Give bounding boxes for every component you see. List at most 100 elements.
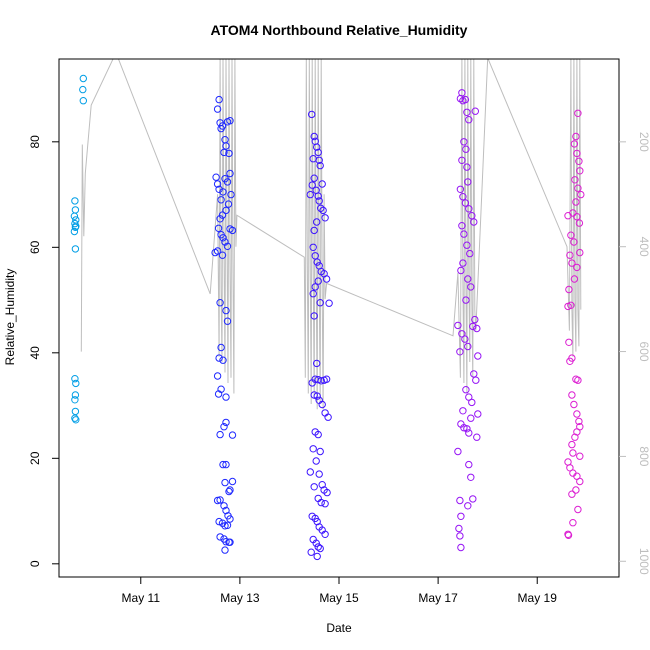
data-point bbox=[310, 483, 318, 491]
data-point bbox=[576, 167, 584, 175]
data-point bbox=[228, 431, 237, 439]
data-point bbox=[575, 417, 583, 426]
data-point bbox=[312, 457, 320, 465]
data-point bbox=[306, 468, 314, 476]
secondary-series-line bbox=[80, 59, 582, 410]
data-point bbox=[317, 204, 325, 213]
data-point bbox=[564, 212, 572, 220]
data-point bbox=[71, 396, 79, 404]
data-point bbox=[313, 143, 321, 151]
data-point bbox=[458, 156, 466, 165]
data-point bbox=[211, 248, 219, 257]
data-point bbox=[216, 215, 224, 223]
data-point bbox=[566, 251, 574, 259]
y2-tick-label: 800 bbox=[637, 446, 650, 466]
data-point bbox=[467, 283, 475, 291]
data-point bbox=[222, 142, 230, 150]
data-point bbox=[575, 157, 583, 166]
data-point bbox=[564, 530, 572, 538]
data-point bbox=[318, 481, 326, 489]
data-point bbox=[576, 477, 584, 486]
data-point bbox=[321, 500, 329, 508]
data-point bbox=[474, 352, 482, 360]
data-point bbox=[222, 460, 230, 469]
data-point bbox=[573, 410, 581, 418]
data-point bbox=[456, 348, 464, 356]
data-point bbox=[456, 496, 464, 505]
data-point bbox=[474, 410, 482, 418]
data-point bbox=[309, 243, 317, 252]
data-point bbox=[570, 400, 578, 409]
data-point bbox=[567, 231, 575, 239]
data-point bbox=[213, 180, 222, 188]
data-point bbox=[457, 266, 465, 275]
data-point bbox=[310, 226, 318, 235]
data-point bbox=[72, 379, 80, 388]
x-tick-label: May 11 bbox=[122, 591, 161, 605]
data-point bbox=[570, 275, 579, 283]
data-point bbox=[573, 263, 581, 272]
data-point bbox=[315, 197, 323, 205]
data-point bbox=[71, 375, 79, 383]
data-point bbox=[463, 108, 471, 117]
x-tick-label: May 13 bbox=[220, 591, 260, 605]
data-point bbox=[565, 338, 573, 346]
data-point bbox=[225, 149, 233, 158]
data-point bbox=[460, 230, 468, 238]
data-point bbox=[323, 488, 331, 497]
data-point bbox=[459, 193, 467, 201]
data-point bbox=[308, 379, 316, 387]
data-point bbox=[464, 342, 472, 351]
data-point bbox=[321, 530, 329, 538]
data-point bbox=[221, 546, 229, 554]
data-point bbox=[469, 322, 477, 331]
data-point bbox=[572, 132, 580, 141]
data-point bbox=[213, 105, 222, 113]
y-tick-label: 40 bbox=[28, 346, 42, 360]
y-axis: 0 20 40 60 80 bbox=[28, 135, 59, 567]
data-point bbox=[460, 138, 468, 146]
data-point bbox=[315, 470, 323, 478]
data-point bbox=[319, 206, 327, 215]
data-point bbox=[564, 302, 572, 311]
data-point bbox=[316, 447, 324, 456]
data-point bbox=[308, 181, 316, 189]
y-axis-label: Relative_Humidity bbox=[3, 269, 17, 366]
data-point bbox=[220, 148, 228, 157]
data-point bbox=[311, 283, 319, 291]
data-point bbox=[314, 148, 322, 157]
data-point bbox=[220, 423, 228, 431]
data-point bbox=[575, 219, 584, 227]
data-point bbox=[217, 385, 225, 393]
data-point bbox=[212, 173, 220, 181]
data-point bbox=[465, 460, 473, 469]
y-tick-label: 80 bbox=[28, 135, 42, 149]
data-point bbox=[309, 155, 317, 163]
data-point bbox=[574, 109, 582, 118]
data-point bbox=[226, 486, 234, 494]
data-point bbox=[219, 356, 227, 364]
y-tick-label: 20 bbox=[28, 451, 42, 465]
data-point bbox=[220, 502, 228, 510]
data-point bbox=[225, 487, 233, 496]
data-point bbox=[310, 312, 318, 320]
data-point bbox=[310, 132, 318, 141]
secondary-y-axis: 200 400 600 800 1000 bbox=[619, 132, 650, 575]
data-point bbox=[471, 107, 479, 115]
y2-tick-label: 400 bbox=[637, 237, 650, 257]
data-point bbox=[218, 251, 227, 259]
data-point bbox=[215, 354, 223, 362]
x-tick-label: May 19 bbox=[518, 591, 558, 605]
data-point bbox=[223, 178, 232, 186]
data-point bbox=[314, 543, 322, 551]
data-point bbox=[70, 227, 79, 236]
data-point bbox=[222, 206, 230, 215]
data-point bbox=[465, 429, 473, 437]
data-point bbox=[308, 110, 316, 119]
y-tick-label: 0 bbox=[28, 560, 42, 567]
data-point bbox=[218, 519, 227, 527]
data-point bbox=[568, 490, 576, 498]
data-points bbox=[70, 74, 585, 561]
plot-frame bbox=[58, 58, 620, 578]
data-point bbox=[318, 180, 326, 188]
